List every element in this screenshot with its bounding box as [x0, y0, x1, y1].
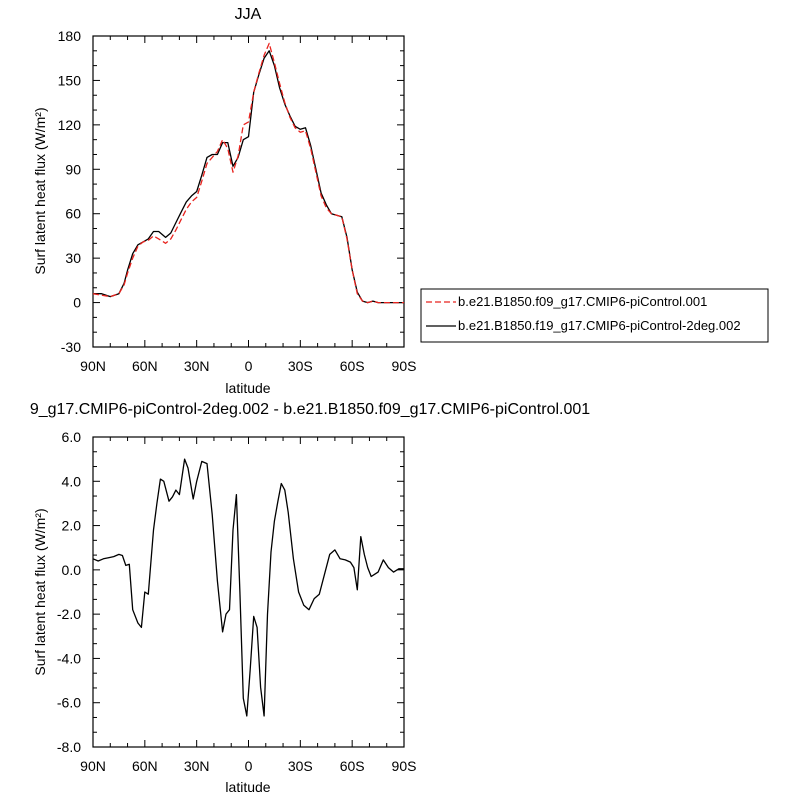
bottom-chart-xtick-label: 30S: [288, 758, 313, 774]
bottom-chart-ytick-label: -4.0: [57, 650, 81, 666]
top-chart-ytick-label: 90: [65, 161, 81, 177]
bottom-chart-xtick-label: 90N: [80, 758, 106, 774]
bottom-chart-x-axis: 90N 60N 30N 0 30S 60S 90S: [80, 437, 416, 774]
top-chart-xtick-label: 60N: [132, 358, 158, 374]
top-chart-plot-frame: [92, 35, 405, 348]
bottom-chart-series: [92, 458, 404, 717]
top-chart-x-axis-title: latitude: [225, 380, 270, 396]
legend: b.e21.B1850.f09_g17.CMIP6-piControl.001 …: [420, 288, 769, 343]
legend-label-series-1: b.e21.B1850.f09_g17.CMIP6-piControl.001: [458, 294, 707, 309]
bottom-chart-xtick-label: 0: [245, 758, 253, 774]
legend-label-series-2: b.e21.B1850.f19_g17.CMIP6-piControl-2deg…: [458, 318, 741, 333]
top-chart-ytick-label: 150: [58, 72, 82, 88]
bottom-chart-y-axis-title: Surf latent heat flux (W/m²): [32, 508, 48, 675]
bottom-chart-ytick-label: 4.0: [62, 473, 82, 489]
top-chart-ytick-label: 120: [58, 117, 82, 133]
bottom-chart-y-axis: -8.0 -6.0 -4.0 -2.0 0.0 2.0 4.0 6.0: [57, 429, 404, 755]
bottom-chart-xtick-label: 30N: [184, 758, 210, 774]
bottom-chart-ytick-label: -8.0: [57, 739, 81, 755]
top-chart-y-axis: -30 0 30 60 90 120 150 180: [58, 28, 404, 355]
top-chart-series-line-1: [92, 42, 404, 304]
bottom-chart-x-axis-title: latitude: [225, 779, 270, 795]
top-chart-xtick-label: 90N: [80, 358, 106, 374]
top-chart-y-axis-title: Surf latent heat flux (W/m²): [32, 107, 48, 274]
top-chart: JJA -30 0 30 60 90 120 150 180 90N 60N 30N 0 30S 60S…: [32, 6, 416, 396]
top-chart-ytick-label: 0: [73, 295, 81, 311]
top-chart-xtick-label: 60S: [340, 358, 365, 374]
top-chart-series: [92, 42, 404, 304]
bottom-chart-xtick-label: 90S: [392, 758, 417, 774]
top-chart-xtick-label: 0: [245, 358, 253, 374]
top-chart-xtick-label: 90S: [392, 358, 417, 374]
top-chart-xtick-label: 30S: [288, 358, 313, 374]
top-chart-ytick-label: 30: [65, 250, 81, 266]
legend-box: [420, 288, 769, 343]
bottom-chart-series-line-1: [92, 458, 404, 717]
top-chart-ytick-label: -30: [61, 339, 81, 355]
bottom-chart-ytick-label: 6.0: [62, 429, 82, 445]
top-chart-series-line-2: [93, 50, 404, 304]
top-chart-title: JJA: [235, 6, 262, 23]
top-chart-xtick-label: 30N: [184, 358, 210, 374]
top-chart-x-axis: 90N 60N 30N 0 30S 60S 90S: [80, 36, 416, 374]
bottom-chart-title: 9_g17.CMIP6-piControl-2deg.002 - b.e21.B…: [30, 401, 590, 418]
bottom-chart: 9_g17.CMIP6-piControl-2deg.002 - b.e21.B…: [30, 401, 590, 795]
top-chart-ytick-label: 180: [58, 28, 82, 44]
bottom-chart-ytick-label: 2.0: [62, 518, 82, 534]
bottom-chart-ytick-label: -6.0: [57, 695, 81, 711]
bottom-chart-xtick-label: 60N: [132, 758, 158, 774]
top-chart-ytick-label: 60: [65, 206, 81, 222]
bottom-chart-ytick-label: 0.0: [62, 562, 82, 578]
bottom-chart-ytick-label: -2.0: [57, 606, 81, 622]
bottom-chart-xtick-label: 60S: [340, 758, 365, 774]
